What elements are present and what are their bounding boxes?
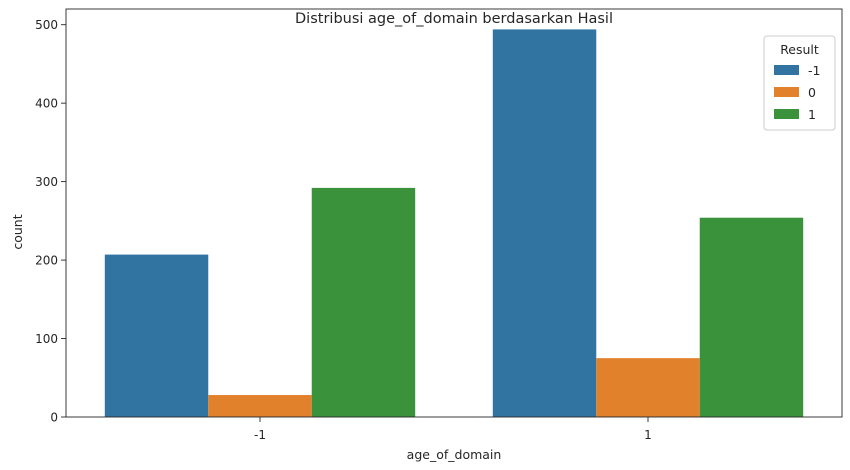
- legend-entry-label: 0: [808, 85, 816, 100]
- legend-title: Result: [780, 42, 819, 57]
- legend: Result -1 0 1: [763, 35, 836, 131]
- legend-swatch: [774, 109, 799, 119]
- legend-swatch: [774, 87, 799, 97]
- bars-group: [104, 29, 804, 418]
- y-tick-label: 200: [35, 254, 58, 268]
- x-axis-label: age_of_domain: [407, 447, 502, 462]
- x-tick-label: 1: [644, 428, 652, 442]
- y-axis-label: count: [10, 214, 25, 249]
- x-axis: -1 1: [254, 417, 652, 442]
- y-tick-label: 0: [50, 411, 58, 425]
- legend-entry-label: -1: [808, 63, 820, 78]
- y-tick-label: 100: [35, 332, 58, 346]
- bar-1-cat-1: [699, 217, 804, 417]
- bar-0-cat-0: [208, 395, 312, 417]
- y-tick-label: 300: [35, 175, 58, 189]
- bar-neg1-cat-0: [104, 254, 209, 417]
- chart-title: Distribusi age_of_domain berdasarkan Has…: [295, 11, 613, 27]
- y-tick-label: 400: [35, 97, 58, 111]
- bar-0-cat-1: [596, 358, 700, 417]
- legend-entry-label: 1: [808, 107, 816, 122]
- plot-frame: [65, 8, 843, 418]
- y-axis: 0 100 200 300 400 500: [35, 18, 66, 425]
- legend-swatch: [774, 65, 799, 75]
- x-tick-label: -1: [254, 428, 266, 442]
- y-tick-label: 500: [35, 18, 58, 32]
- bar-1-cat-0: [311, 187, 416, 417]
- legend-box: [763, 35, 836, 131]
- bar-neg1-cat-1: [492, 29, 597, 418]
